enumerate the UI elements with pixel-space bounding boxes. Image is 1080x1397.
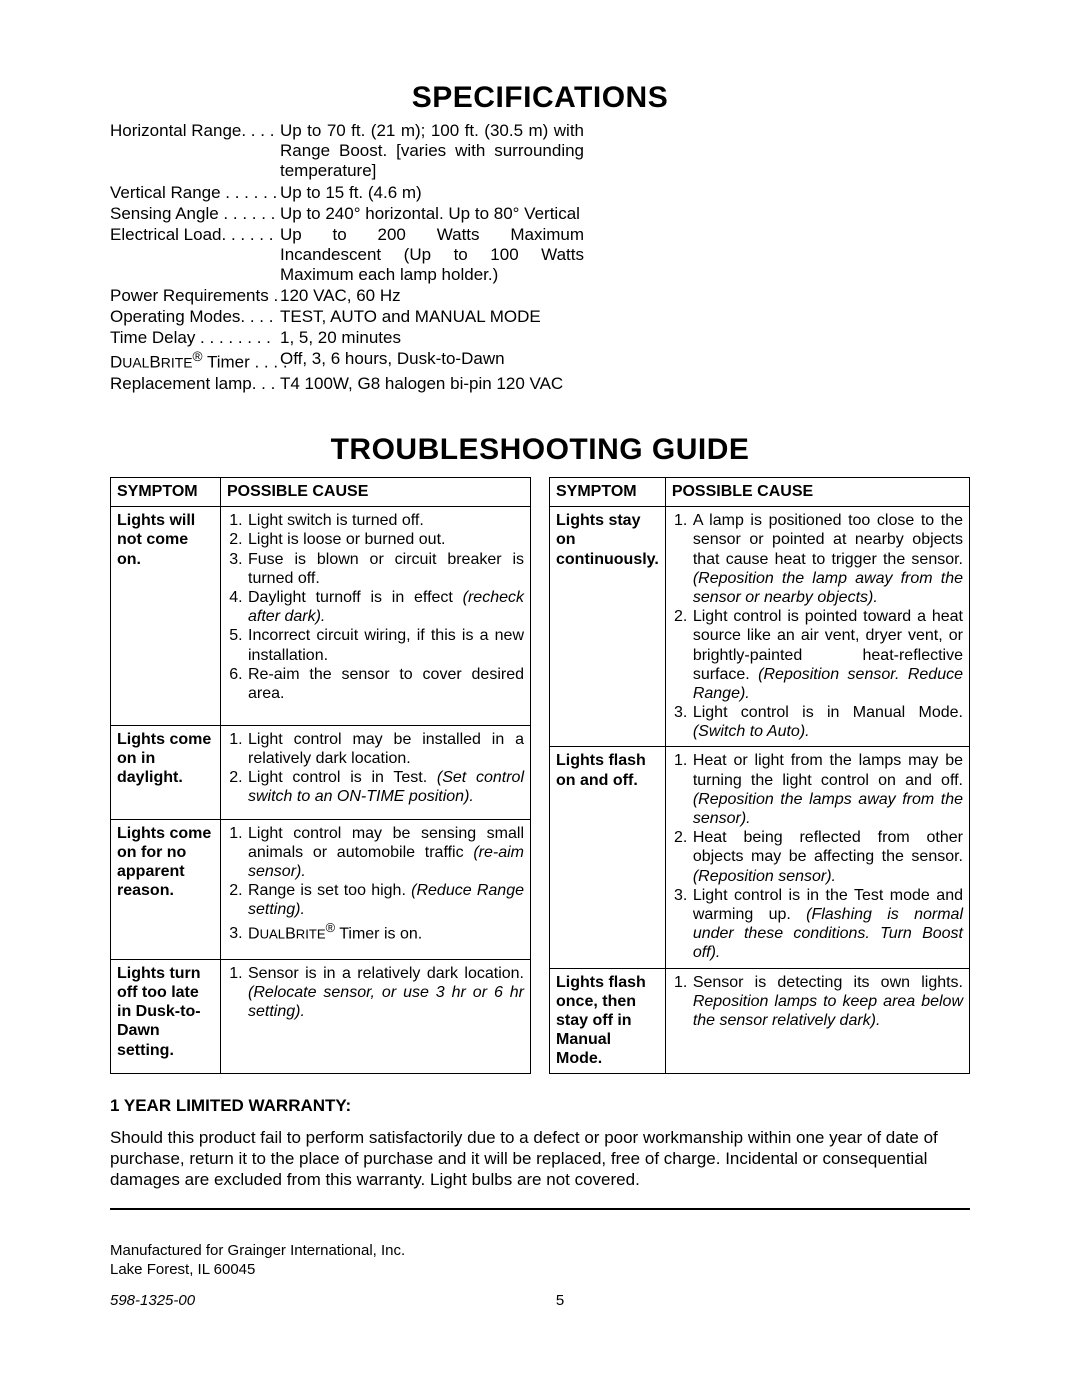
spec-value: Up to 15 ft. (4.6 m) (280, 183, 584, 203)
table-row: Lights turn off too late in Dusk-to-Dawn… (111, 959, 531, 1074)
spec-value: TEST, AUTO and MANUAL MODE (280, 307, 584, 327)
spec-row: Power Requirements .120 VAC, 60 Hz (110, 286, 584, 306)
symptom-cell: Lights will not come on. (111, 507, 221, 726)
spec-label: DUALBRITE® Timer . . . . (110, 349, 280, 373)
manufacturer-info: Manufactured for Grainger International,… (110, 1242, 970, 1280)
cause-item: A lamp is positioned too close to the se… (692, 511, 963, 607)
document-number: 598-1325-00 (110, 1292, 195, 1310)
warranty-text: Should this product fail to perform sati… (110, 1127, 970, 1191)
cause-item: Light control is in Manual Mode. (Switch… (692, 703, 963, 741)
symptom-cell: Lights flash on and off. (550, 747, 666, 968)
specifications-heading: SPECIFICATIONS (110, 80, 970, 115)
cause-list: Light control may be sensing small anima… (227, 824, 524, 943)
cause-item: Fuse is blown or circuit breaker is turn… (247, 550, 524, 588)
symptom-cell: Lights flash once, then stay off in Manu… (550, 968, 666, 1074)
spec-row: Operating Modes. . . .TEST, AUTO and MAN… (110, 307, 584, 327)
spec-value: T4 100W, G8 halogen bi-pin 120 VAC (280, 374, 584, 394)
cause-list: Sensor is in a relatively dark location.… (227, 964, 524, 1022)
cause-cell: Light switch is turned off.Light is loos… (221, 507, 531, 726)
page-footer: 598-1325-00 5 spacer (110, 1292, 970, 1310)
warranty-section: 1 YEAR LIMITED WARRANTY: Should this pro… (110, 1096, 970, 1210)
spec-row: Time Delay . . . . . . . .1, 5, 20 minut… (110, 328, 584, 348)
cause-item: DUALBRITE® Timer is on. (247, 920, 524, 944)
spec-row: Vertical Range . . . . . .Up to 15 ft. (… (110, 183, 584, 203)
spec-value: Up to 200 Watts Maximum Incandescent (Up… (280, 225, 584, 285)
spec-value: Up to 240° horizontal. Up to 80° Vertica… (280, 204, 584, 224)
spec-row: Replacement lamp. . .T4 100W, G8 halogen… (110, 374, 584, 394)
symptom-cell: Lights stay on continuously. (550, 507, 666, 747)
spec-value: 1, 5, 20 minutes (280, 328, 584, 348)
cause-item: Sensor is in a relatively dark location.… (247, 964, 524, 1022)
page-number: 5 (556, 1292, 564, 1310)
table-row: Lights flash once, then stay off in Manu… (550, 968, 970, 1074)
spec-label: Operating Modes. . . . (110, 307, 280, 327)
table-header-symptom: SYMPTOM (550, 478, 666, 507)
spec-label: Replacement lamp. . . (110, 374, 280, 394)
symptom-cell: Lights turn off too late in Dusk-to-Dawn… (111, 959, 221, 1074)
table-header-symptom: SYMPTOM (111, 478, 221, 507)
cause-list: Sensor is detecting its own lights. Repo… (672, 973, 963, 1031)
cause-item: Incorrect circuit wiring, if this is a n… (247, 626, 524, 664)
troubleshooting-tables-wrapper: SYMPTOM POSSIBLE CAUSE Lights will not c… (110, 477, 970, 1074)
spec-label: Horizontal Range. . . . (110, 121, 280, 181)
cause-cell: Light control may be installed in a rela… (221, 725, 531, 819)
cause-item: Heat being reflected from other objects … (692, 828, 963, 886)
spec-label: Time Delay . . . . . . . . (110, 328, 280, 348)
cause-item: Light control is in Test. (Set control s… (247, 768, 524, 806)
cause-cell: A lamp is positioned too close to the se… (665, 507, 969, 747)
cause-item: Light control may be sensing small anima… (247, 824, 524, 882)
cause-item: Range is set too high. (Reduce Range set… (247, 881, 524, 919)
spec-value: 120 VAC, 60 Hz (280, 286, 584, 306)
cause-item: Daylight turnoff is in effect (recheck a… (247, 588, 524, 626)
spec-row: Sensing Angle . . . . . .Up to 240° hori… (110, 204, 584, 224)
cause-item: Light control is pointed toward a heat s… (692, 607, 963, 703)
cause-item: Re-aim the sensor to cover desired area. (247, 665, 524, 703)
table-header-cause: POSSIBLE CAUSE (665, 478, 969, 507)
cause-item: Sensor is detecting its own lights. Repo… (692, 973, 963, 1031)
cause-cell: Sensor is detecting its own lights. Repo… (665, 968, 969, 1074)
symptom-cell: Lights come on for no apparent reason. (111, 819, 221, 959)
cause-cell: Sensor is in a relatively dark location.… (221, 959, 531, 1074)
cause-cell: Light control may be sensing small anima… (221, 819, 531, 959)
cause-item: Light control may be installed in a rela… (247, 730, 524, 768)
troubleshooting-table-right: SYMPTOM POSSIBLE CAUSE Lights stay on co… (549, 477, 970, 1074)
specifications-list: Horizontal Range. . . .Up to 70 ft. (21 … (110, 121, 584, 393)
spec-row: Horizontal Range. . . .Up to 70 ft. (21 … (110, 121, 584, 181)
spec-label: Sensing Angle . . . . . . (110, 204, 280, 224)
cause-item: Light is loose or burned out. (247, 530, 524, 549)
manufacturer-line1: Manufactured for Grainger International,… (110, 1242, 970, 1261)
cause-list: A lamp is positioned too close to the se… (672, 511, 963, 741)
troubleshooting-heading: TROUBLESHOOTING GUIDE (110, 432, 970, 467)
cause-list: Heat or light from the lamps may be turn… (672, 751, 963, 962)
manufacturer-line2: Lake Forest, IL 60045 (110, 1261, 970, 1280)
troubleshooting-table-left: SYMPTOM POSSIBLE CAUSE Lights will not c… (110, 477, 531, 1074)
cause-item: Light control is in the Test mode and wa… (692, 886, 963, 963)
table-row: Lights come on in daylight. Light control… (111, 725, 531, 819)
spec-row: Electrical Load. . . . . .Up to 200 Watt… (110, 225, 584, 285)
cause-item: Light switch is turned off. (247, 511, 524, 530)
table-header-cause: POSSIBLE CAUSE (221, 478, 531, 507)
warranty-title: 1 YEAR LIMITED WARRANTY: (110, 1096, 970, 1116)
table-row: Lights will not come on.Light switch is … (111, 507, 531, 726)
table-row: Lights come on for no apparent reason. Li… (111, 819, 531, 959)
spec-label: Power Requirements . (110, 286, 280, 306)
cause-list: Light switch is turned off.Light is loos… (227, 511, 524, 703)
cause-list: Light control may be installed in a rela… (227, 730, 524, 807)
spec-row: DUALBRITE® Timer . . . .Off, 3, 6 hours,… (110, 349, 584, 373)
spec-label: Vertical Range . . . . . . (110, 183, 280, 203)
table-row: Lights stay on continuously. A lamp is po… (550, 507, 970, 747)
cause-cell: Heat or light from the lamps may be turn… (665, 747, 969, 968)
spec-value: Off, 3, 6 hours, Dusk-to-Dawn (280, 349, 584, 373)
symptom-cell: Lights come on in daylight. (111, 725, 221, 819)
table-row: Lights flash on and off. Heat or light fr… (550, 747, 970, 968)
spec-label: Electrical Load. . . . . . (110, 225, 280, 285)
spec-value: Up to 70 ft. (21 m); 100 ft. (30.5 m) wi… (280, 121, 584, 181)
cause-item: Heat or light from the lamps may be turn… (692, 751, 963, 828)
